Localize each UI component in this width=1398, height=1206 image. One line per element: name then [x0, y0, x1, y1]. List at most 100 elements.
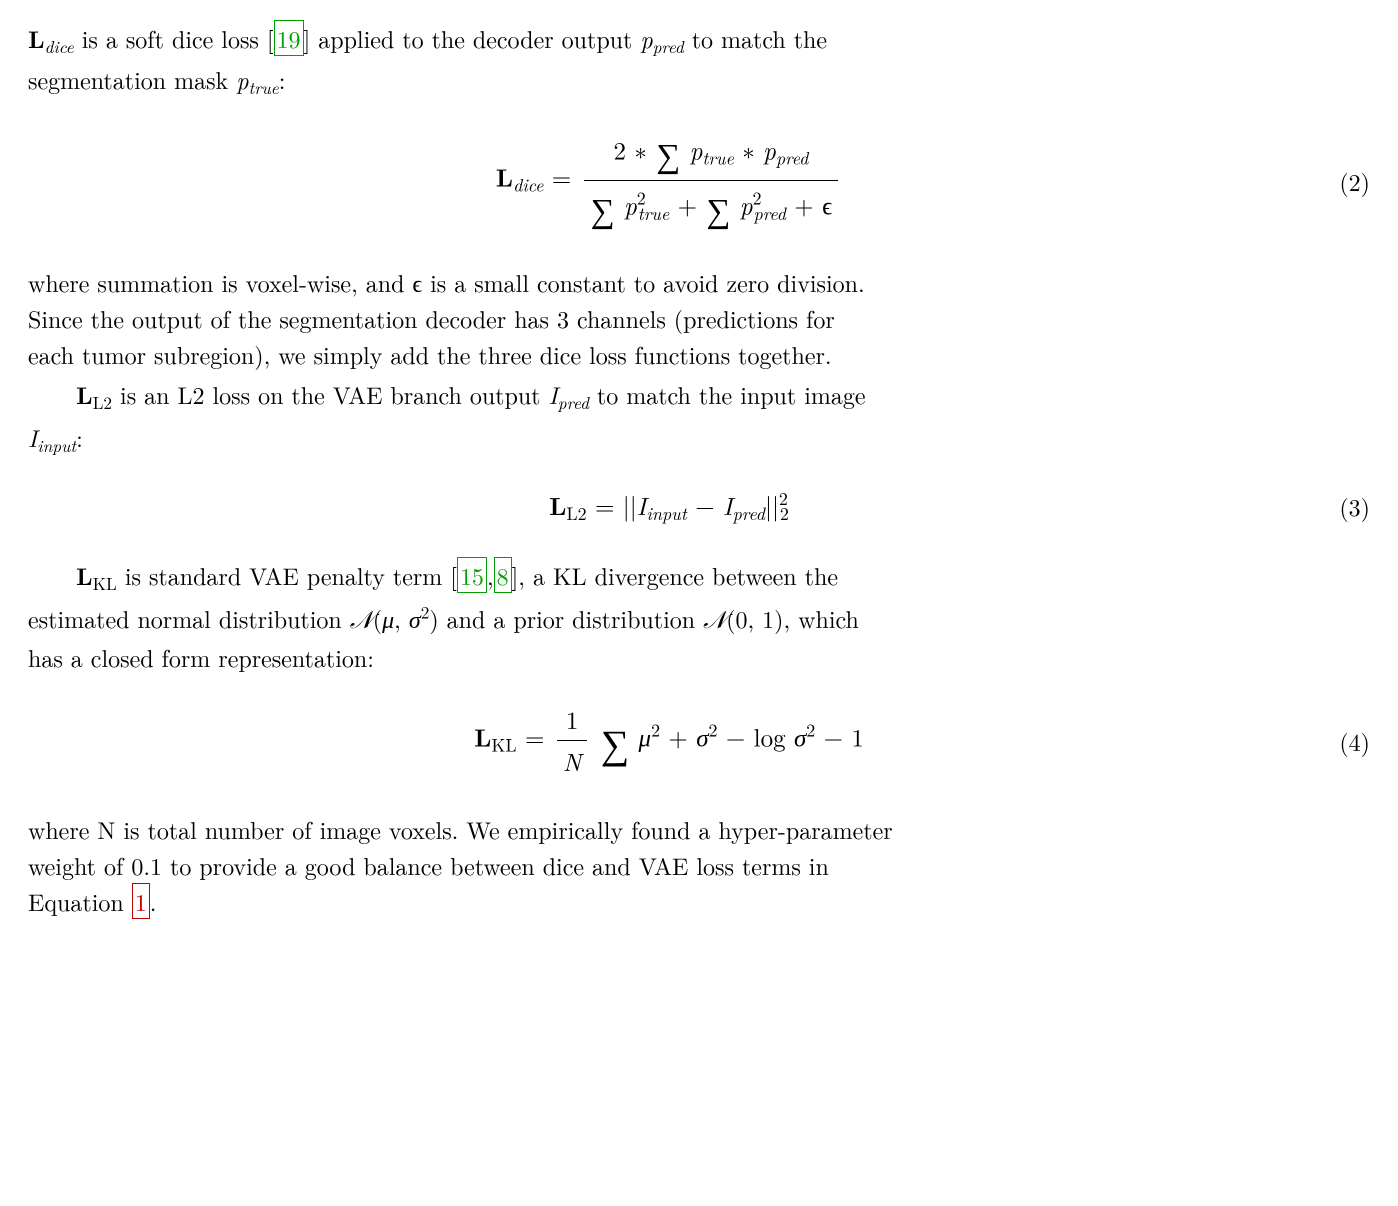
- p: p: [740, 188, 753, 223]
- lp: (: [373, 601, 382, 635]
- sq: 2: [709, 717, 718, 742]
- sym-L: L: [76, 559, 93, 593]
- mu: μ: [639, 719, 652, 754]
- text: is a soft dice loss [: [74, 21, 274, 55]
- text: ] applied to the decoder output: [304, 21, 641, 55]
- para-l2-intro: LL2 is an L2 loss on the VAE branch outp…: [28, 376, 1370, 417]
- equation-2: Ldice = 2 ∗ ∑ ptrue ∗ ppred ∑ p2true + ∑…: [28, 128, 1370, 234]
- star: ∗: [734, 132, 763, 167]
- text: and a prior distribution: [439, 601, 703, 635]
- text: .: [150, 884, 157, 918]
- sub-true: true: [638, 201, 670, 226]
- text: is an: [112, 377, 177, 411]
- comma: ,: [394, 601, 401, 635]
- sym-p: p: [640, 21, 652, 55]
- equation-4: LKL = 1 N ∑ μ2 + σ2 − log σ2 − 1 (4): [28, 701, 1370, 781]
- comma: ,: [747, 601, 754, 635]
- sub-pred: pred: [733, 501, 765, 526]
- log: log: [754, 719, 794, 754]
- sub-input: input: [37, 433, 76, 457]
- para-ldice-intro: Ldice is a soft dice loss [19] applied t…: [28, 20, 1370, 102]
- norm-open: ||: [623, 488, 637, 523]
- sub-pred: pred: [776, 145, 808, 170]
- sym-L: L: [549, 488, 566, 523]
- den-N: N: [557, 741, 588, 781]
- L2-word: L2: [178, 377, 205, 411]
- plus-eps: + ϵ: [786, 188, 832, 223]
- sigma: σ: [409, 601, 421, 635]
- sum-icon: ∑: [591, 183, 615, 234]
- p: p: [763, 132, 776, 167]
- sym-I: I: [723, 488, 733, 523]
- sub-true: true: [249, 76, 279, 100]
- comma: ,: [487, 558, 494, 592]
- para-kl-intro: LKL is standard VAE penalty term [15,8],…: [28, 557, 1370, 598]
- eq-sign: =: [587, 488, 623, 523]
- sub-pred: pred: [558, 391, 589, 415]
- eq2-body: Ldice = 2 ∗ ∑ ptrue ∗ ppred ∑ p2true + ∑…: [28, 128, 1310, 234]
- norm-sub: 2: [780, 501, 789, 526]
- sub-KL: KL: [491, 732, 516, 757]
- sub-pred: pred: [754, 201, 786, 226]
- numerator: 2 ∗ ∑ ptrue ∗ ppred: [584, 128, 839, 182]
- para-kl-intro-2: estimated normal distribution 𝒩(μ, σ2) a…: [28, 600, 1370, 675]
- sym-L: L: [496, 159, 513, 194]
- text: each tumor subregion), we simply add the…: [28, 337, 832, 371]
- p: p: [624, 188, 637, 223]
- colon: :: [279, 62, 286, 96]
- fraction: 2 ∗ ∑ ptrue ∗ ppred ∑ p2true + ∑ p2pred …: [584, 128, 839, 234]
- eq3-number: (3): [1310, 488, 1370, 524]
- sub-L2: L2: [566, 501, 586, 526]
- sq: 2: [651, 717, 660, 742]
- text: Equation: [28, 884, 132, 918]
- sym-I: I: [549, 377, 558, 411]
- one: 1: [762, 601, 774, 635]
- sq: 2: [806, 717, 815, 742]
- text: has a closed form representation:: [28, 640, 374, 674]
- sub-L2: L2: [93, 391, 112, 415]
- calN: 𝒩: [350, 608, 373, 634]
- p: p: [690, 132, 703, 167]
- plus: +: [660, 719, 696, 754]
- norm-close: ||: [765, 488, 779, 523]
- text: weight of 0.1 to provide a good balance …: [28, 848, 829, 882]
- sym-I: I: [637, 488, 647, 523]
- sub-pred: pred: [653, 35, 684, 59]
- para-dice-explain: where summation is voxel-wise, and ϵ is …: [28, 264, 1370, 372]
- text: where N is total number of image voxels.…: [28, 812, 893, 846]
- sym-I: I: [28, 420, 37, 454]
- para-l2-intro-2: Iinput:: [28, 419, 1370, 460]
- cite-15[interactable]: 15: [457, 557, 487, 593]
- sum-icon: ∑: [601, 712, 630, 772]
- eq-sign: =: [543, 159, 579, 194]
- eq4-body: LKL = 1 N ∑ μ2 + σ2 − log σ2 − 1: [28, 701, 1310, 781]
- sigma: σ: [794, 719, 806, 754]
- colon: :: [76, 420, 83, 454]
- num-1: 1: [557, 701, 588, 742]
- cite-8[interactable]: 8: [494, 557, 512, 593]
- rp: ): [429, 601, 438, 635]
- sym-L: L: [28, 22, 45, 56]
- text: to match the: [684, 21, 827, 55]
- minus: −: [687, 488, 723, 523]
- tail: − 1: [815, 719, 864, 754]
- sum-icon: ∑: [656, 128, 680, 179]
- cite-19[interactable]: 19: [274, 20, 304, 56]
- text: estimated normal distribution: [28, 601, 350, 635]
- eq-sign: =: [517, 719, 553, 754]
- mu: μ: [382, 601, 394, 635]
- sym-L: L: [474, 719, 491, 754]
- two: 2: [614, 132, 627, 167]
- calN: 𝒩: [703, 608, 726, 634]
- text: is standard VAE penalty term [: [117, 558, 457, 592]
- zero: 0: [735, 601, 747, 635]
- text: , which: [783, 601, 858, 635]
- sigma: σ: [696, 719, 708, 754]
- equation-3: LL2 = ||Iinput − Ipred||22 (3): [28, 485, 1370, 527]
- para-hyperparam: where N is total number of image voxels.…: [28, 811, 1370, 919]
- text: loss on the VAE branch output: [205, 377, 549, 411]
- eqref-1[interactable]: 1: [132, 883, 150, 919]
- text: ], a KL divergence between the: [512, 558, 838, 592]
- text: to match the input image: [589, 377, 866, 411]
- sym-L: L: [76, 378, 93, 412]
